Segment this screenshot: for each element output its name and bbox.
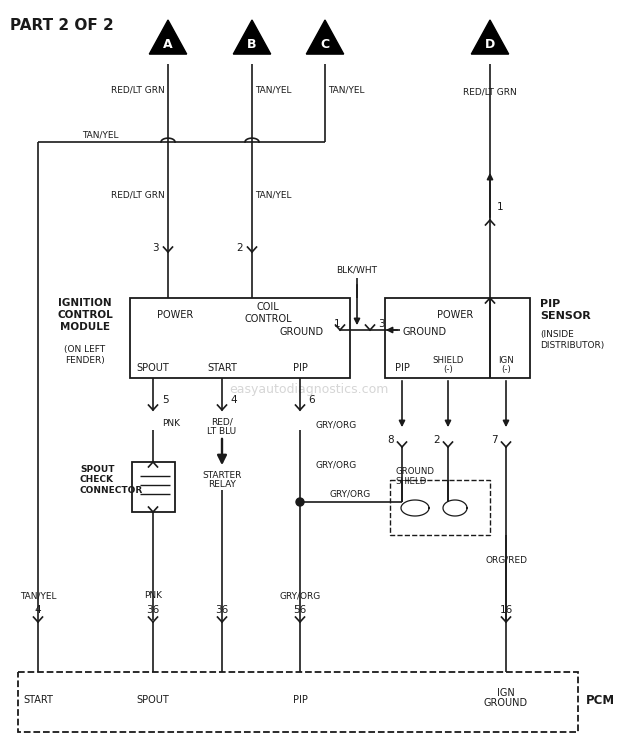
Text: PIP: PIP — [292, 363, 307, 373]
Text: BLK/WHT: BLK/WHT — [336, 266, 378, 274]
Text: 36: 36 — [216, 605, 229, 615]
Text: 6: 6 — [308, 395, 315, 405]
Text: PCM: PCM — [586, 694, 615, 706]
Text: (INSIDE
DISTRIBUTOR): (INSIDE DISTRIBUTOR) — [540, 330, 604, 350]
Text: COIL
CONTROL: COIL CONTROL — [244, 302, 292, 324]
Bar — [385, 298, 530, 378]
Text: 16: 16 — [499, 605, 512, 615]
Text: 5: 5 — [162, 395, 169, 405]
Text: 2: 2 — [236, 243, 243, 253]
Text: PNK: PNK — [144, 592, 162, 601]
Polygon shape — [150, 20, 187, 54]
Text: 4: 4 — [35, 605, 41, 615]
Text: 1: 1 — [497, 202, 504, 212]
Text: GRY/ORG: GRY/ORG — [279, 592, 321, 601]
Text: RED/
LT BLU: RED/ LT BLU — [208, 418, 237, 436]
Text: PIP: PIP — [394, 363, 410, 373]
Bar — [132, 462, 175, 512]
Text: easyautodiagnostics.com: easyautodiagnostics.com — [229, 383, 389, 397]
Text: PART 2 OF 2: PART 2 OF 2 — [10, 18, 114, 33]
Text: RED/LT GRN: RED/LT GRN — [111, 190, 165, 200]
Text: GROUND: GROUND — [403, 327, 447, 337]
Circle shape — [296, 498, 304, 506]
Text: 56: 56 — [294, 605, 307, 615]
Text: RED/LT GRN: RED/LT GRN — [111, 86, 165, 94]
Text: GROUND
SHIELD: GROUND SHIELD — [395, 467, 434, 486]
Polygon shape — [307, 20, 344, 54]
Text: (ON LEFT
FENDER): (ON LEFT FENDER) — [64, 345, 106, 364]
Text: IGN
(-): IGN (-) — [498, 356, 514, 374]
Text: A: A — [163, 38, 173, 51]
Text: GRY/ORG: GRY/ORG — [316, 421, 357, 430]
Text: TAN/YEL: TAN/YEL — [82, 130, 118, 140]
Text: PIP: PIP — [292, 695, 307, 705]
Text: 1: 1 — [333, 319, 340, 329]
Text: TAN/YEL: TAN/YEL — [255, 86, 292, 94]
Text: GROUND: GROUND — [280, 327, 324, 337]
Text: D: D — [485, 38, 495, 51]
Text: START: START — [23, 695, 53, 705]
Text: 3: 3 — [153, 243, 159, 253]
Text: POWER: POWER — [157, 310, 193, 320]
Text: STARTER
RELAY: STARTER RELAY — [202, 471, 242, 489]
Text: SPOUT: SPOUT — [137, 695, 169, 705]
Text: 3: 3 — [378, 319, 384, 329]
Text: TAN/YEL: TAN/YEL — [20, 592, 56, 601]
Text: TAN/YEL: TAN/YEL — [328, 86, 365, 94]
Text: IGN
GROUND: IGN GROUND — [484, 688, 528, 709]
Text: RED/LT GRN: RED/LT GRN — [463, 88, 517, 97]
Text: SHIELD
(-): SHIELD (-) — [433, 356, 464, 374]
Text: ORG/RED: ORG/RED — [485, 556, 527, 565]
Bar — [130, 298, 350, 378]
Polygon shape — [472, 20, 509, 54]
Bar — [18, 672, 578, 732]
Text: PNK: PNK — [162, 419, 180, 428]
Text: POWER: POWER — [437, 310, 473, 320]
Text: PIP
SENSOR: PIP SENSOR — [540, 299, 591, 321]
Text: 4: 4 — [230, 395, 237, 405]
Text: START: START — [207, 363, 237, 373]
Text: IGNITION
CONTROL
MODULE: IGNITION CONTROL MODULE — [57, 298, 113, 332]
Text: B: B — [247, 38, 256, 51]
Text: 7: 7 — [491, 435, 498, 445]
Text: 2: 2 — [433, 435, 440, 445]
Polygon shape — [234, 20, 271, 54]
Text: 8: 8 — [387, 435, 394, 445]
Bar — [390, 480, 490, 535]
Text: SPOUT
CHECK
CONNECTOR: SPOUT CHECK CONNECTOR — [80, 465, 143, 495]
Text: GRY/ORG: GRY/ORG — [329, 490, 371, 499]
Text: C: C — [321, 38, 329, 51]
Text: 36: 36 — [146, 605, 159, 615]
Text: GRY/ORG: GRY/ORG — [316, 460, 357, 470]
Text: TAN/YEL: TAN/YEL — [255, 190, 292, 200]
Text: SPOUT: SPOUT — [137, 363, 169, 373]
